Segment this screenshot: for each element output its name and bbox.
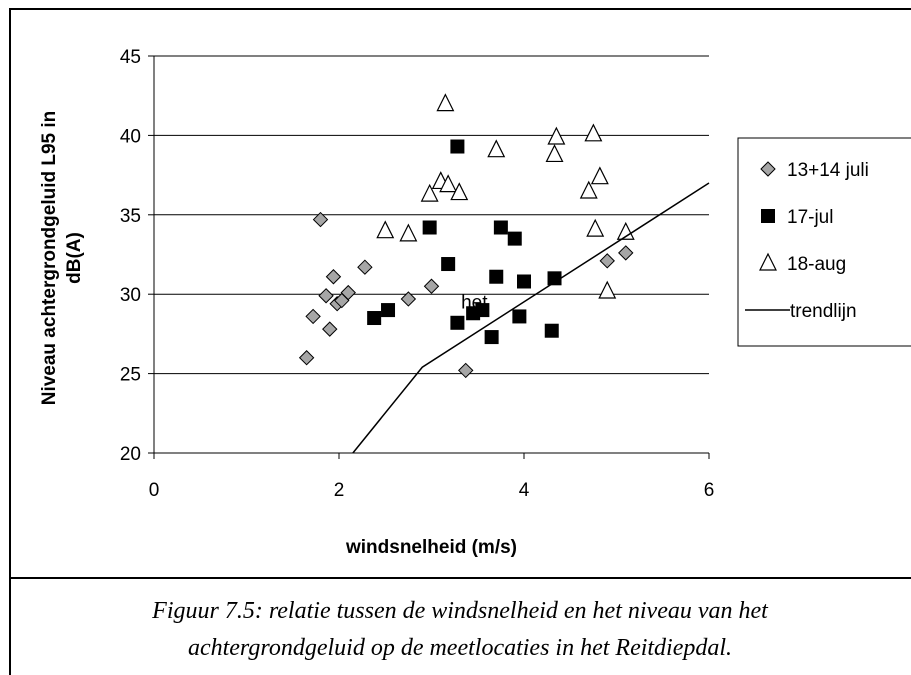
data-point-diamond bbox=[340, 284, 356, 301]
data-point-triangle bbox=[436, 93, 455, 112]
scatter-chart: 20 25 30 35 40 45 0 2 4 6 windsnelheid (m/s) Niveau… bbox=[39, 47, 911, 558]
y-tick-label: 45 bbox=[120, 47, 141, 68]
legend-swatch-diamond bbox=[760, 161, 776, 177]
data-point-triangle bbox=[579, 180, 598, 199]
data-point-triangle bbox=[439, 174, 458, 193]
data-point-square bbox=[517, 274, 531, 289]
data-point-triangle bbox=[450, 182, 469, 201]
data-point-diamond bbox=[325, 269, 342, 285]
data-point-diamond bbox=[357, 259, 373, 275]
data-point-diamond bbox=[305, 308, 321, 325]
y-axis-title-line: dB(A) bbox=[64, 232, 85, 284]
figure-caption: Figuur 7.5: relatie tussen de windsnelhe… bbox=[9, 593, 911, 667]
data-point-diamond bbox=[312, 211, 329, 228]
data-point-triangle bbox=[598, 280, 617, 299]
legend-label: trendlijn bbox=[790, 301, 857, 322]
data-point-square bbox=[450, 315, 465, 330]
data-point-diamond bbox=[400, 291, 417, 307]
x-tick-label: 6 bbox=[704, 480, 715, 501]
legend-swatch-square bbox=[761, 209, 775, 223]
data-point-square bbox=[493, 220, 508, 235]
y-tick-label: 40 bbox=[120, 126, 141, 147]
y-tick-label: 25 bbox=[120, 365, 141, 386]
caption-line-2: achtergrondgeluid op de meetlocaties in … bbox=[187, 635, 733, 661]
data-point-triangle bbox=[616, 221, 635, 240]
trendline bbox=[352, 182, 710, 454]
chart-frame bbox=[9, 8, 911, 577]
data-point-square bbox=[422, 220, 437, 235]
data-point-triangle bbox=[420, 183, 439, 202]
data-point-square bbox=[544, 323, 559, 338]
caption-frame bbox=[9, 577, 911, 675]
data-point-diamond bbox=[322, 321, 338, 337]
data-point-diamond bbox=[599, 253, 615, 269]
data-point-square bbox=[489, 269, 504, 284]
data-point-diamond bbox=[618, 245, 634, 261]
annotation-label: het bbox=[461, 292, 488, 313]
caption-line-1: Figuur 7.5: relatie tussen de windsnelhe… bbox=[152, 598, 768, 624]
data-point-square bbox=[547, 271, 562, 286]
x-tick-label: 4 bbox=[519, 480, 530, 501]
data-point-square bbox=[512, 309, 527, 324]
y-tick-label: 30 bbox=[120, 285, 141, 306]
x-axis-title: windsnelheid (m/s) bbox=[345, 537, 517, 558]
y-axis-title: Niveau achtergrondgeluid L95 in dB(A) bbox=[39, 111, 85, 406]
data-point-triangle bbox=[376, 220, 395, 239]
data-point-triangle bbox=[487, 139, 506, 158]
data-point-diamond bbox=[423, 278, 440, 294]
legend-swatch-triangle bbox=[759, 252, 777, 271]
data-point-triangle bbox=[584, 123, 603, 142]
y-tick-label: 20 bbox=[120, 444, 141, 465]
data-point-square bbox=[367, 311, 382, 326]
data-point-square bbox=[441, 257, 456, 272]
data-point-triangle bbox=[586, 218, 605, 237]
data-point-triangle bbox=[590, 166, 609, 185]
data-point-square bbox=[450, 139, 465, 154]
legend-label: 18-aug bbox=[787, 254, 846, 275]
data-point-square bbox=[381, 303, 396, 318]
data-point-diamond bbox=[298, 350, 315, 366]
data-point-triangle bbox=[545, 144, 564, 163]
x-tick-label: 2 bbox=[334, 480, 345, 501]
x-tick-label: 0 bbox=[149, 480, 160, 501]
data-point-square bbox=[484, 330, 499, 345]
y-axis-title-line: Niveau achtergrondgeluid L95 in bbox=[39, 111, 60, 406]
data-point-square bbox=[475, 303, 490, 318]
data-point-diamond bbox=[318, 288, 334, 304]
legend-label: 17-jul bbox=[787, 207, 833, 228]
data-point-diamond bbox=[458, 362, 474, 379]
y-tick-label: 35 bbox=[120, 206, 141, 227]
data-point-triangle bbox=[547, 126, 566, 145]
data-point-triangle bbox=[399, 223, 418, 242]
legend-label: 13+14 juli bbox=[787, 160, 869, 181]
data-point-square bbox=[507, 231, 522, 246]
